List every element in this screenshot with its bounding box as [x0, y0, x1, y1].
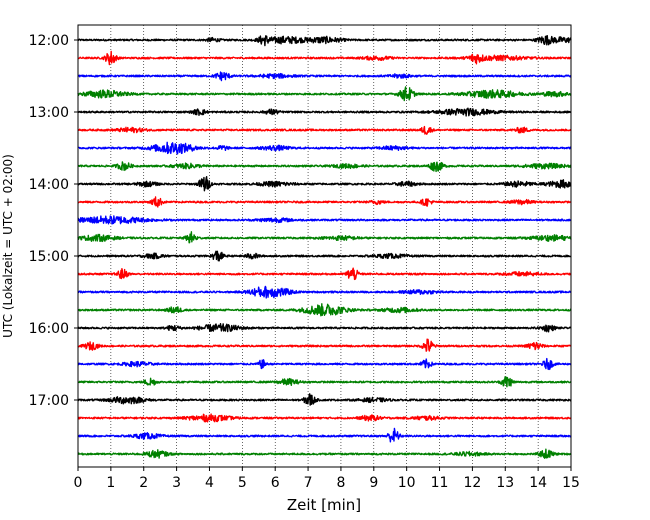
trace-1615	[77, 338, 572, 352]
x-tick-label-8: 8	[336, 475, 345, 491]
trace-1500	[77, 250, 572, 262]
ticks: 0 1 2 3 4 5 6 7 8 9 10 11 12 13 14 1512:0013:0014:0015:…	[29, 33, 580, 491]
trace-1430	[77, 215, 572, 225]
x-tick-label-9: 9	[369, 475, 378, 491]
trace-1415	[77, 196, 572, 208]
x-tick-label-2: 2	[139, 475, 148, 491]
plot-frame	[77, 24, 572, 468]
trace-1445	[77, 231, 572, 244]
y-tick-label-13:00: 13:00	[29, 105, 69, 121]
x-tick-label-15: 15	[562, 475, 580, 491]
trace-1700	[77, 393, 572, 406]
trace-1215	[77, 50, 572, 66]
x-axis-label: Zeit [min]	[287, 496, 361, 514]
trace-1345	[77, 161, 572, 173]
y-tick-label-15:00: 15:00	[29, 249, 69, 265]
x-tick-label-7: 7	[304, 475, 313, 491]
y-tick-label-12:00: 12:00	[29, 33, 69, 49]
x-tick-label-3: 3	[172, 475, 181, 491]
trace-1545	[77, 303, 572, 317]
trace-1245	[77, 86, 572, 102]
y-tick-label-14:00: 14:00	[29, 177, 69, 193]
trace-1330	[77, 141, 572, 155]
trace-1315	[77, 125, 572, 135]
trace-1400	[77, 175, 572, 192]
x-tick-label-10: 10	[398, 475, 416, 491]
trace-1645	[77, 376, 572, 388]
trace-1715	[77, 413, 572, 423]
trace-1630	[77, 357, 572, 371]
trace-1200	[77, 35, 572, 47]
x-tick-label-1: 1	[106, 475, 115, 491]
x-tick-label-13: 13	[496, 475, 514, 491]
x-tick-label-5: 5	[238, 475, 247, 491]
y-tick-label-16:00: 16:00	[29, 321, 69, 337]
x-tick-label-11: 11	[431, 475, 449, 491]
x-tick-label-4: 4	[205, 475, 214, 491]
x-tick-label-0: 0	[74, 475, 83, 491]
x-tick-label-12: 12	[463, 475, 481, 491]
traces	[77, 35, 572, 459]
trace-1515	[77, 267, 572, 281]
trace-1300	[77, 107, 572, 117]
trace-1230	[77, 71, 572, 82]
trace-1600	[77, 323, 572, 333]
trace-1530	[77, 285, 572, 299]
y-tick-label-17:00: 17:00	[29, 393, 69, 409]
x-tick-label-6: 6	[271, 475, 280, 491]
x-tick-label-14: 14	[529, 475, 547, 491]
trace-1745	[77, 448, 572, 459]
y-axis-label: UTC (Lokalzeit = UTC + 02:00)	[1, 154, 15, 338]
trace-1730	[77, 427, 572, 443]
